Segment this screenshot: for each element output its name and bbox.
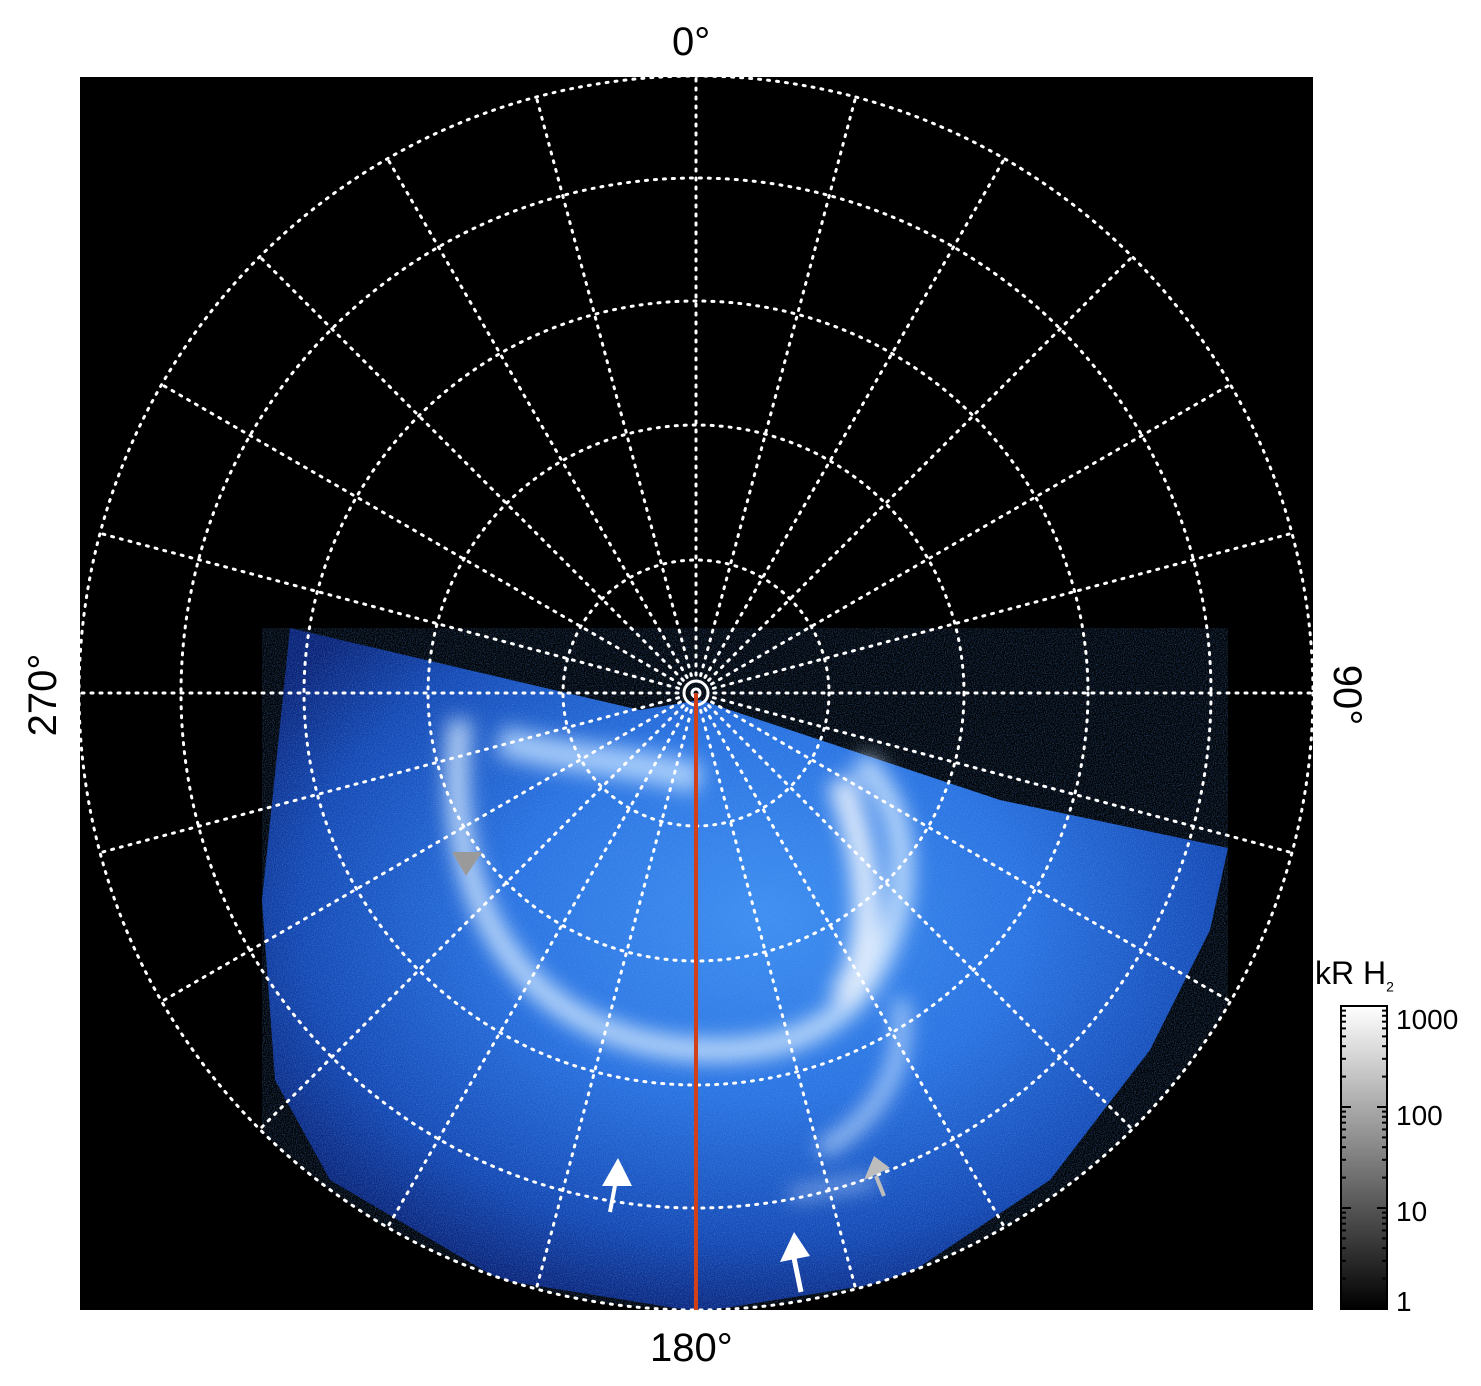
meridian-240 [160, 700, 682, 1003]
colorbar-tick-100: 100 [1396, 1100, 1443, 1131]
meridian-30 [703, 157, 1006, 679]
meridian-135 [707, 704, 1134, 1131]
aurora-image [262, 628, 1228, 1310]
arrow-white-right [780, 1232, 810, 1293]
arrow-gray-left [452, 852, 482, 876]
colorbar-title: kR H2 [1315, 955, 1394, 995]
meridian-315 [258, 255, 685, 682]
meridian-345 [534, 95, 693, 678]
colorbar-tick-1: 1 [1396, 1286, 1412, 1317]
meridian-60 [710, 383, 1232, 686]
meridian-255 [98, 696, 681, 855]
meridian-105 [711, 696, 1294, 855]
axis-label-180: 180° [650, 1326, 733, 1370]
meridian-45 [707, 255, 1134, 682]
axis-label-0: 0° [672, 20, 711, 64]
arrow-white-left [602, 1158, 632, 1213]
meridian-285 [98, 531, 681, 690]
meridian-225 [258, 704, 685, 1131]
meridian-210 [386, 707, 689, 1229]
colorbar-tick-1000: 1000 [1396, 1004, 1459, 1035]
meridian-150 [703, 707, 1006, 1229]
meridian-195 [534, 708, 693, 1291]
meridian-300 [160, 383, 682, 686]
axis-label-90: 90° [1325, 664, 1369, 726]
colorbar-tick-10: 10 [1396, 1196, 1428, 1227]
arrow-gray-right [864, 1156, 890, 1197]
meridian-15 [699, 95, 858, 678]
meridian-120 [710, 700, 1232, 1003]
meridian-165 [699, 708, 858, 1291]
meridian-330 [386, 157, 689, 679]
axis-label-270: 270° [21, 653, 65, 737]
meridian-75 [711, 531, 1294, 690]
colorbar [1340, 1005, 1388, 1310]
